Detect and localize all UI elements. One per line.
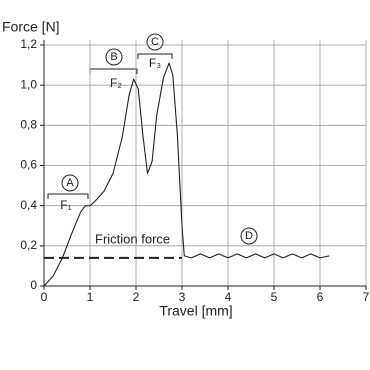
x-tick-label: 1	[87, 290, 94, 304]
annotation: F₁	[60, 198, 71, 212]
annotation: F₂	[110, 76, 122, 90]
annotation: C	[151, 36, 159, 48]
y-tick-label: 0,2	[20, 238, 37, 252]
y-axis-label: Force [N]	[2, 19, 60, 35]
bracket	[47, 193, 89, 199]
x-tick-label: 6	[317, 290, 324, 304]
x-tick-label: 5	[271, 290, 278, 304]
x-tick-label: 2	[133, 290, 140, 304]
y-tick-label: 0,8	[20, 118, 37, 132]
force-curve	[43, 62, 330, 287]
y-tick-label: 0,6	[20, 158, 37, 172]
marker-circle	[61, 174, 79, 192]
y-tick-label: 1,0	[20, 77, 37, 91]
bracket	[89, 68, 138, 74]
x-axis-label: Travel [mm]	[159, 303, 232, 319]
y-tick-label: 0	[30, 278, 37, 292]
x-tick-label: 4	[225, 290, 232, 304]
annotation: F₃	[149, 56, 161, 70]
marker-circle	[105, 48, 123, 66]
y-tick-label: 1,2	[20, 37, 37, 51]
annotation: D	[245, 230, 253, 242]
y-tick-label: 0,4	[20, 198, 37, 212]
series-label: Friction force	[95, 231, 170, 246]
marker-circle	[146, 33, 164, 51]
annotation: B	[110, 51, 117, 63]
bracket	[137, 53, 173, 59]
annotation: A	[66, 177, 74, 189]
marker-circle	[240, 227, 258, 245]
x-tick-label: 3	[179, 290, 186, 304]
x-tick-label: 7	[363, 290, 370, 304]
x-tick-label: 0	[41, 290, 48, 304]
